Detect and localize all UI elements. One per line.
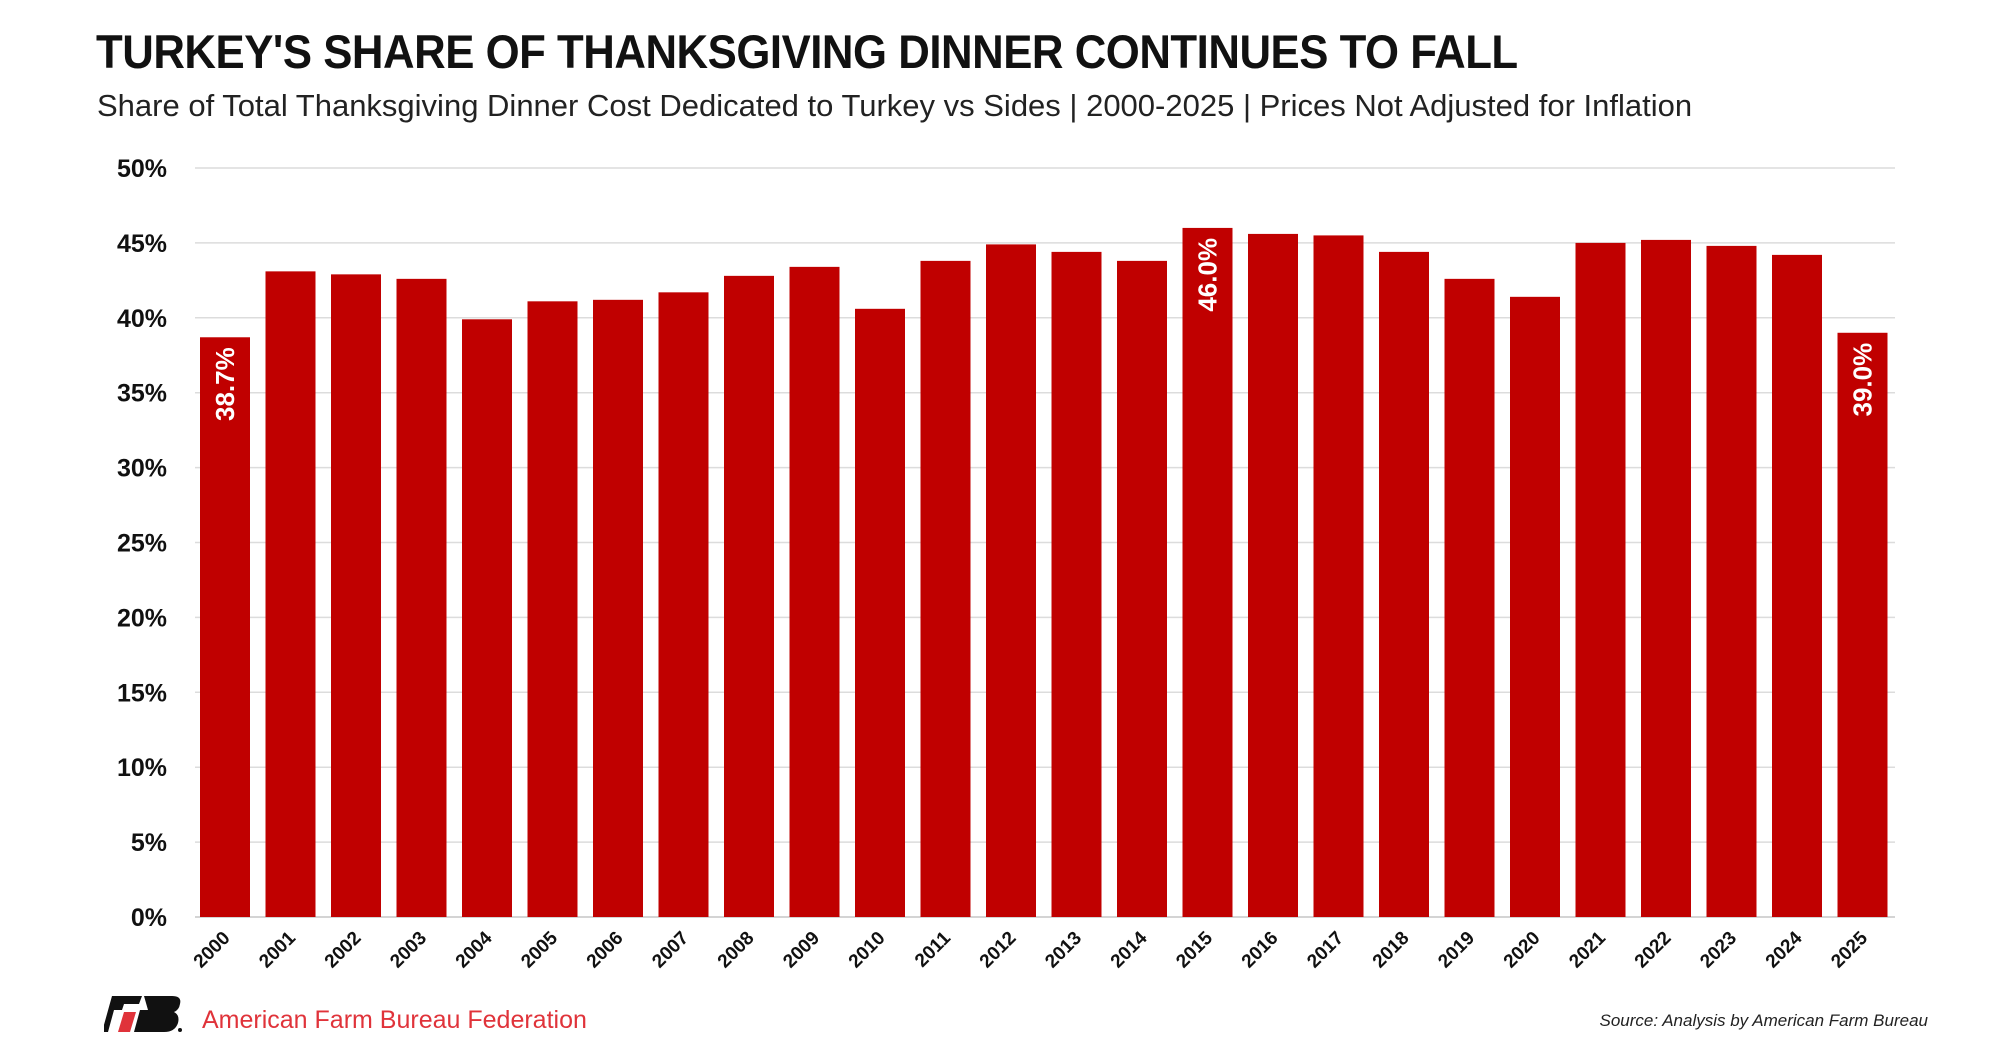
- bar-2022: [1641, 239, 1691, 918]
- y-tick-label: 40%: [117, 305, 167, 333]
- x-tick-label: 2009: [779, 928, 824, 973]
- x-tick-label: 2014: [1107, 927, 1152, 972]
- y-tick-label: 30%: [117, 455, 167, 483]
- x-tick-label: 2010: [845, 928, 890, 973]
- y-tick-label: 45%: [117, 230, 167, 258]
- bar-2014: [1117, 260, 1167, 918]
- gridlines: [195, 167, 1895, 918]
- organization-name: American Farm Bureau Federation: [202, 1006, 587, 1034]
- bars: [200, 227, 1888, 918]
- x-tick-label: 2011: [911, 927, 955, 971]
- x-tick-label: 2016: [1238, 928, 1283, 973]
- x-tick-label: 2023: [1696, 928, 1741, 973]
- y-tick-label: 35%: [117, 380, 167, 408]
- bar-2015: [1182, 227, 1233, 918]
- x-tick-label: 2005: [517, 927, 562, 972]
- x-tick-label: 2021: [1565, 927, 1610, 972]
- bar-2013: [1051, 251, 1102, 917]
- bar-2007: [658, 292, 709, 918]
- bar-2017: [1313, 235, 1364, 917]
- afbf-logo-icon: [104, 996, 182, 1032]
- bar-2021: [1575, 242, 1626, 917]
- x-tick-label: 2017: [1303, 928, 1348, 973]
- x-tick-label: 2007: [648, 928, 693, 973]
- x-tick-label: 2001: [255, 927, 300, 972]
- bar-chart: 0% 5% 10% 15% 20% 25% 30% 35% 40% 45% 50% 2000 2001…: [117, 155, 1895, 972]
- x-tick-label: 2000: [190, 928, 235, 973]
- x-tick-label: 2003: [386, 928, 431, 973]
- x-axis-labels: 2000 2001 2002 2003 2004 2005 2006 2007 2008 2009…: [190, 927, 1873, 972]
- bar-2024: [1772, 254, 1822, 917]
- x-tick-label: 2012: [976, 928, 1021, 973]
- bar-2004: [462, 319, 512, 918]
- y-tick-label: 50%: [117, 155, 167, 183]
- x-tick-label: 2025: [1827, 927, 1872, 972]
- y-tick-label: 20%: [117, 604, 167, 632]
- x-tick-label: 2022: [1631, 928, 1676, 973]
- data-label-2025: 39.0%: [1848, 343, 1878, 417]
- x-tick-label: 2020: [1500, 928, 1545, 973]
- bar-2019: [1444, 278, 1495, 917]
- bar-2009: [789, 266, 840, 917]
- y-axis-labels: 0% 5% 10% 15% 20% 25% 30% 35% 40% 45% 50%: [117, 155, 167, 932]
- x-tick-label: 2015: [1172, 927, 1217, 972]
- bar-2020: [1510, 296, 1560, 917]
- bar-2016: [1248, 233, 1298, 918]
- x-tick-label: 2002: [321, 928, 366, 973]
- bar-2001: [265, 271, 316, 917]
- data-label-2015: 46.0%: [1193, 238, 1223, 312]
- x-tick-label: 2019: [1434, 928, 1479, 973]
- chart-subtitle: Share of Total Thanksgiving Dinner Cost …: [97, 88, 1693, 123]
- bar-2000: [200, 337, 250, 917]
- bar-2010: [855, 308, 905, 917]
- data-labels: 38.7% 46.0% 39.0%: [210, 238, 1878, 421]
- bar-2003: [396, 278, 447, 917]
- x-tick-label: 2024: [1762, 927, 1807, 972]
- y-tick-label: 15%: [117, 679, 167, 707]
- chart-title: TURKEY'S SHARE OF THANKSGIVING DINNER CO…: [96, 25, 1518, 78]
- bar-2011: [920, 260, 971, 918]
- x-tick-label: 2013: [1041, 928, 1086, 973]
- bar-2025: [1837, 332, 1888, 917]
- y-tick-label: 10%: [117, 754, 167, 782]
- data-label-2000: 38.7%: [210, 347, 240, 421]
- bar-2012: [986, 244, 1036, 917]
- x-tick-label: 2008: [714, 928, 759, 973]
- bar-2018: [1379, 251, 1429, 917]
- bar-2006: [593, 299, 643, 918]
- x-tick-label: 2004: [452, 927, 497, 972]
- y-tick-label: 0%: [131, 904, 167, 932]
- source-note: Source: Analysis by American Farm Bureau: [1599, 1011, 1928, 1030]
- bar-2008: [724, 275, 774, 918]
- y-tick-label: 5%: [131, 829, 167, 857]
- bar-2005: [527, 301, 578, 917]
- y-tick-label: 25%: [117, 530, 167, 558]
- bar-2002: [331, 274, 381, 917]
- x-tick-label: 2018: [1369, 928, 1414, 973]
- x-tick-label: 2006: [583, 928, 628, 973]
- bar-2023: [1706, 245, 1757, 917]
